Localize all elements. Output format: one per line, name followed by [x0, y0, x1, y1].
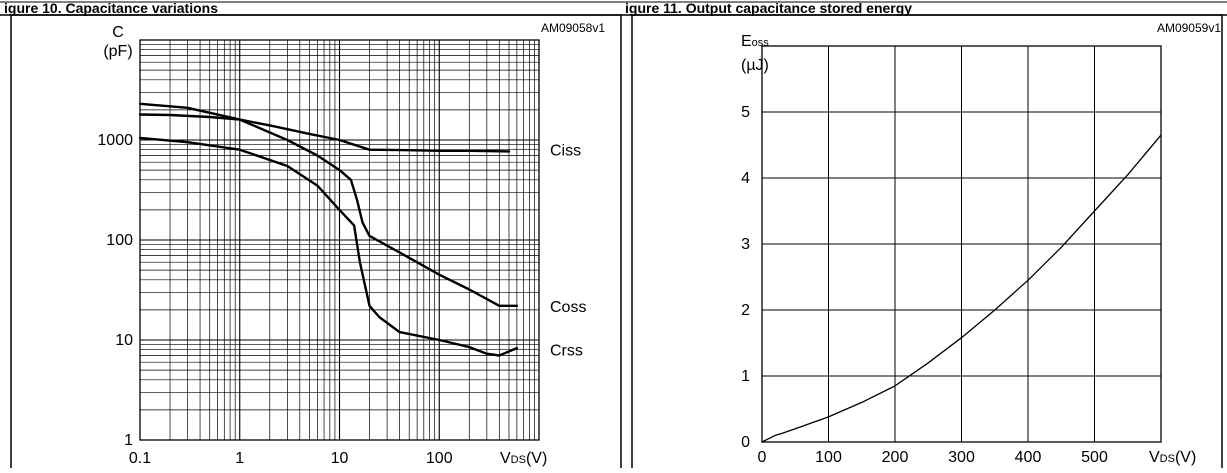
series-line-coss: [138, 102, 519, 307]
series-line-ciss: [138, 113, 511, 153]
series-label-ciss: Ciss: [550, 143, 581, 160]
energy-x-axis-label-sub: DS: [1160, 453, 1175, 465]
capacitance-y-axis-label-line1: C: [112, 24, 124, 41]
left-figure-caption: igure 10. Capacitance variations: [4, 0, 218, 16]
energy-y-tick-label: 3: [741, 236, 750, 253]
energy-y-axis-label-main: E: [741, 33, 752, 50]
energy-y-tick-labels: 0 1 2 3 4 5: [741, 104, 750, 451]
energy-y-tick-label: 2: [741, 302, 750, 319]
capacitance-x-axis-label-unit: (V): [526, 450, 547, 467]
energy-x-axis-label: VDS(V): [1149, 449, 1196, 466]
capacitance-x-axis-label-sub: DS: [511, 454, 526, 466]
series-line-crss: [138, 136, 519, 357]
capacitance-x-tick-labels: 0.1 1 10 100: [129, 450, 453, 467]
series-line-eoss: [761, 134, 1162, 443]
right-figure-caption: igure 11. Output capacitance stored ener…: [625, 0, 912, 16]
capacitance-x-tick-label: 1: [235, 450, 244, 467]
energy-curves: [761, 134, 1162, 443]
capacitance-plot-border: [139, 39, 540, 441]
series-label-coss: Coss: [550, 299, 586, 316]
energy-y-axis-unit: (µJ): [741, 57, 769, 74]
capacitance-grid: [140, 40, 539, 440]
energy-x-tick-label: 200: [882, 449, 909, 466]
energy-x-axis-label-unit: (V): [1175, 449, 1196, 466]
capacitance-y-tick-label: 1000: [97, 132, 133, 149]
capacitance-y-tick-labels: 1 10 100 1000: [97, 132, 133, 449]
energy-x-tick-labels: 0 100 200 300 400 500: [758, 449, 1108, 466]
capacitance-y-axis-label-line2: (pF): [103, 43, 132, 60]
energy-y-tick-label: 1: [741, 368, 750, 385]
capacitance-series-labels: Ciss Coss Crss: [550, 143, 586, 360]
energy-y-axis-label-sub: oss: [752, 37, 770, 49]
energy-plot-border: [761, 45, 1162, 443]
energy-x-tick-label: 500: [1081, 449, 1108, 466]
energy-x-tick-label: 0: [758, 449, 767, 466]
capacitance-x-tick-label: 100: [426, 450, 453, 467]
energy-y-tick-label: 5: [741, 104, 750, 121]
energy-grid: [762, 46, 1161, 442]
energy-x-tick-label: 300: [948, 449, 975, 466]
energy-y-tick-label: 0: [741, 434, 750, 451]
energy-chart-code: AM09059v1: [1157, 21, 1221, 35]
capacitance-x-axis-label: VDS(V): [500, 450, 547, 467]
capacitance-y-tick-label: 10: [115, 332, 133, 349]
energy-x-axis-label-main: V: [1149, 449, 1160, 466]
right-panel-frame: [631, 14, 1223, 471]
capacitance-curves: [138, 102, 519, 357]
capacitance-x-tick-label: 10: [331, 450, 349, 467]
capacitance-y-tick-label: 100: [106, 232, 133, 249]
energy-x-tick-label: 100: [815, 449, 842, 466]
capacitance-x-tick-label: 0.1: [129, 450, 151, 467]
energy-chart: 0 1 2 3 4 5 0 100 200 300 400 500 AM09059v1 Eoss (…: [741, 21, 1221, 466]
capacitance-x-axis-label-main: V: [500, 450, 511, 467]
energy-y-tick-label: 4: [741, 170, 750, 187]
capacitance-chart-code: AM09058v1: [541, 21, 605, 35]
capacitance-y-tick-label: 1: [124, 432, 133, 449]
series-label-crss: Crss: [550, 343, 583, 360]
energy-y-axis-label: Eoss: [741, 33, 769, 50]
energy-x-tick-label: 400: [1015, 449, 1042, 466]
